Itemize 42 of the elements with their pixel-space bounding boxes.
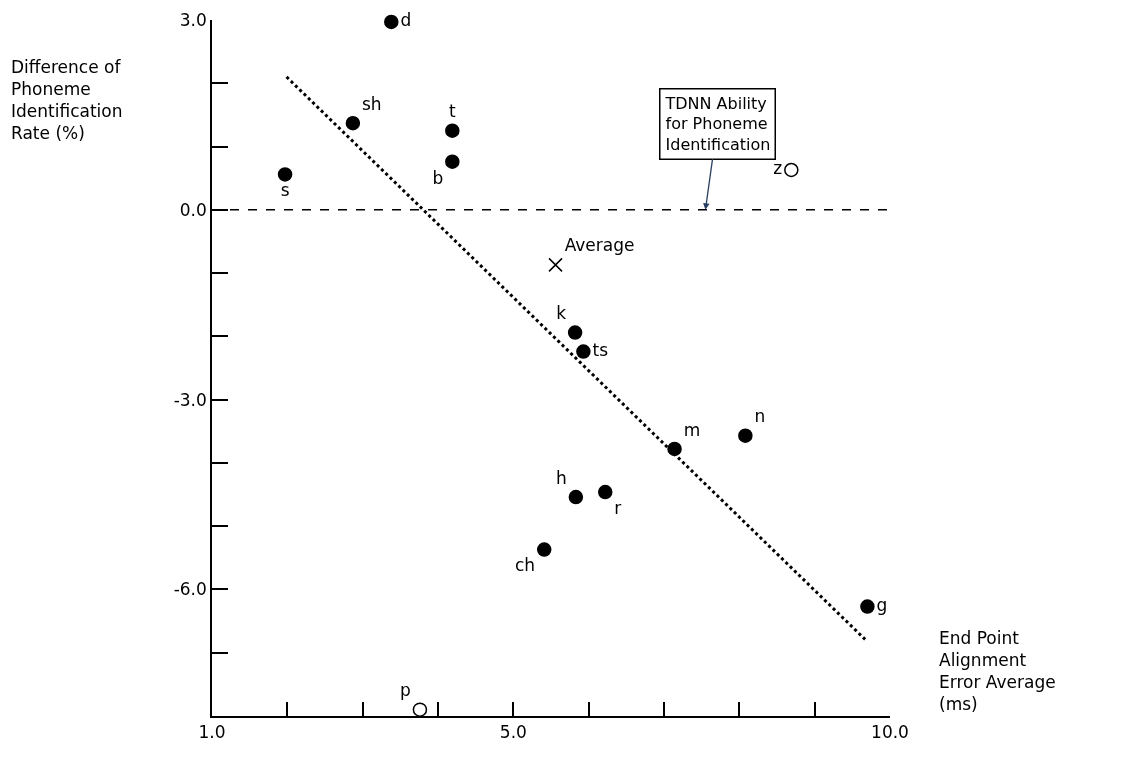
data-label: p (400, 680, 411, 701)
data-label: m (683, 419, 701, 440)
y-tick-label: 0.0 (179, 199, 207, 220)
x-tick-label: 10.0 (871, 722, 909, 743)
point (384, 14, 399, 30)
data-label: z (773, 158, 783, 179)
point (567, 325, 583, 340)
point (576, 344, 591, 359)
data-label: ch (514, 555, 536, 576)
data-label: t (448, 101, 456, 122)
point (860, 599, 875, 614)
x-tick-label: 1.0 (198, 722, 226, 743)
data-label: b (432, 167, 444, 188)
point (412, 702, 428, 717)
point (548, 257, 563, 273)
y-tick-label: -6.0 (173, 579, 207, 600)
annotation: TDNN Ability for Phoneme Identification (664, 93, 771, 155)
data-label: d (400, 10, 412, 31)
point (445, 123, 460, 138)
point (784, 162, 799, 178)
data-label: k (556, 303, 567, 324)
data-label: s (280, 180, 290, 201)
point (277, 167, 293, 182)
data-label: h (555, 467, 567, 488)
y-axis-title: Difference of Phoneme Identification Rate (%) (11, 57, 123, 144)
point (445, 154, 460, 169)
point (667, 441, 682, 457)
point (536, 542, 552, 557)
y-tick-label: 3.0 (179, 9, 207, 30)
x-axis-title: End Point Alignment Error Average (ms) (939, 628, 1056, 715)
point (738, 428, 753, 443)
data-label: r (614, 497, 622, 518)
point (568, 489, 584, 505)
point (598, 484, 613, 500)
data-label: ts (592, 339, 609, 360)
data-label: g (876, 594, 888, 615)
x-tick-label: 5.0 (499, 722, 527, 743)
point (345, 115, 361, 131)
y-tick-label: -3.0 (173, 389, 207, 410)
data-label: n (754, 406, 766, 427)
data-label: sh (361, 93, 382, 114)
data-label: Average (564, 235, 635, 256)
